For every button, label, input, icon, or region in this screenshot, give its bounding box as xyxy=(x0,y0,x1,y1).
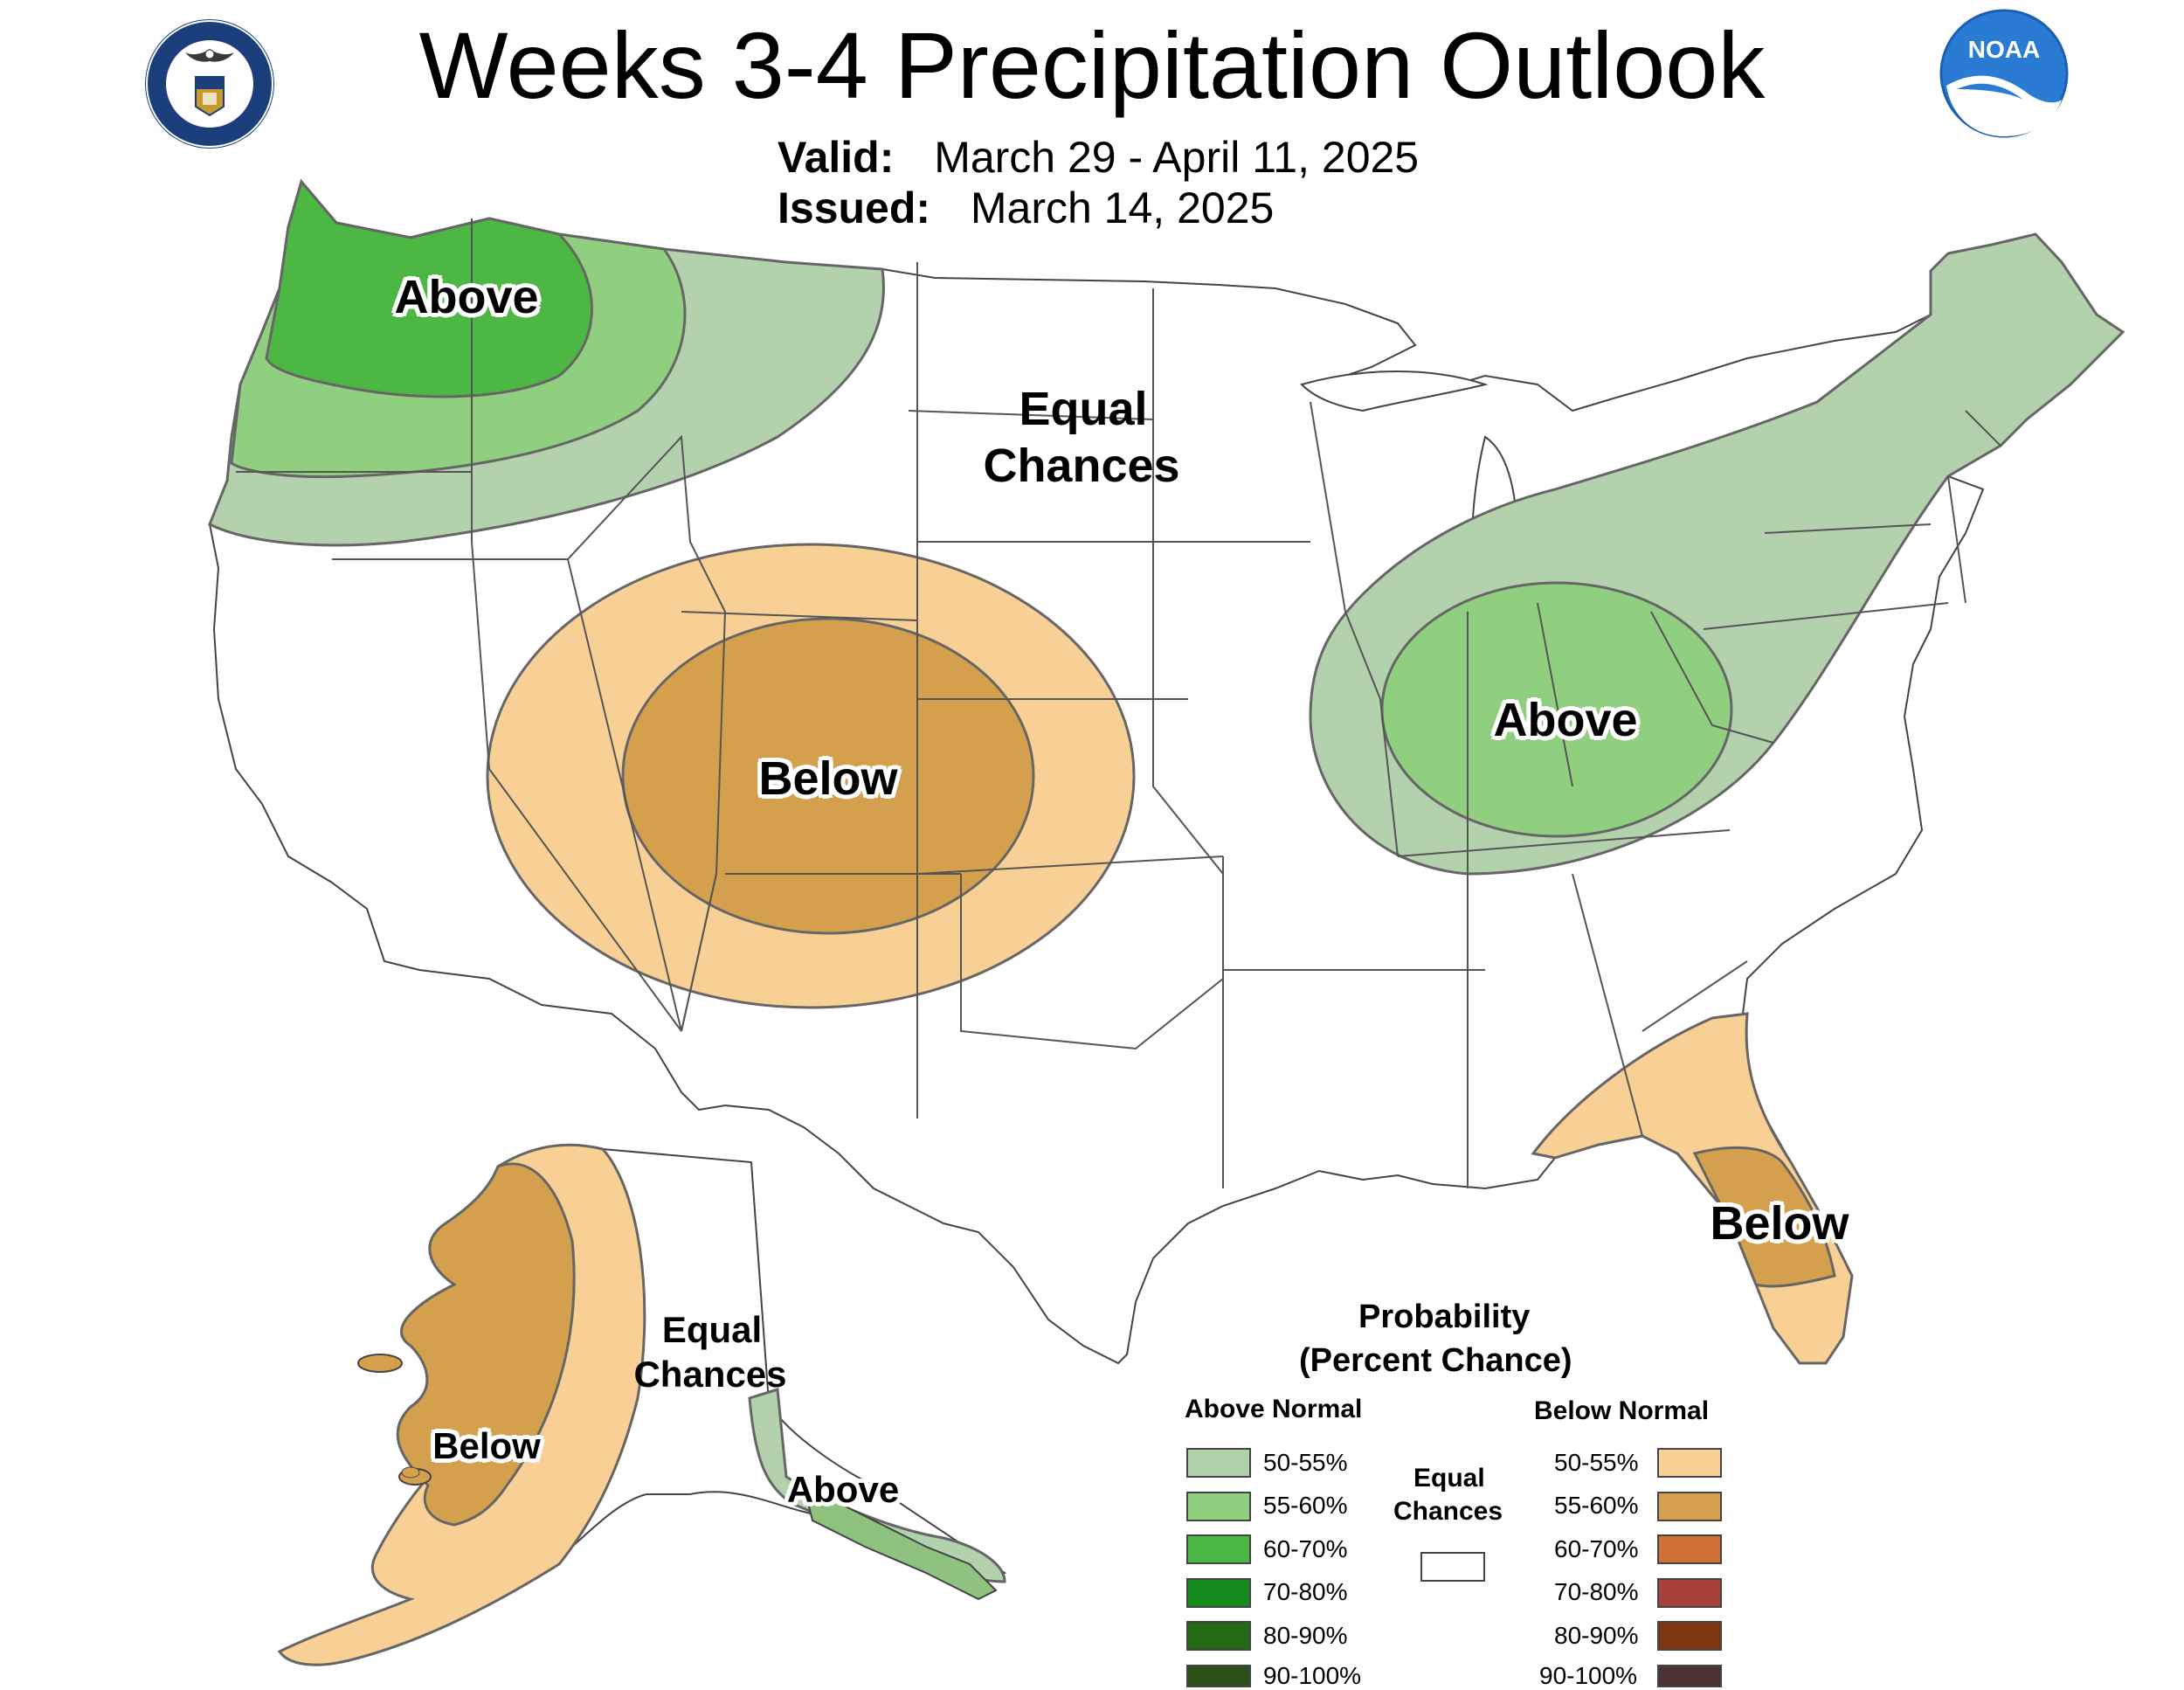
legend-above-label-2: 55-60% xyxy=(1263,1492,1348,1519)
valid-dates: March 29 - April 11, 2025 xyxy=(934,133,1420,182)
legend-title-line2: (Percent Chance) xyxy=(1299,1342,1572,1379)
legend-above-label-5: 80-90% xyxy=(1263,1622,1348,1649)
noaa-logo-icon: NOAA xyxy=(1939,9,2069,138)
issued-date: March 14, 2025 xyxy=(970,184,1275,232)
legend-above-header: Above Normal xyxy=(1185,1395,1363,1423)
valid-label: Valid: xyxy=(778,133,895,182)
legend-above-swatch-6 xyxy=(1186,1665,1251,1687)
legend-below-swatch-5 xyxy=(1657,1621,1722,1651)
label-ak-ec-line2: Chances xyxy=(633,1354,787,1395)
legend-below-swatch-3 xyxy=(1657,1534,1722,1564)
label-sw-below: Below xyxy=(758,752,898,805)
label-ak-above: Above xyxy=(786,1469,900,1510)
legend-below-label-6: 90-100% xyxy=(1539,1662,1638,1689)
ak-island-3 xyxy=(401,1466,420,1479)
label-ec-line1: Equal xyxy=(1019,383,1148,435)
legend-below-swatch-6 xyxy=(1657,1665,1722,1687)
legend-above-swatch-1 xyxy=(1186,1448,1251,1478)
state-boundaries xyxy=(236,218,2001,1188)
legend-below-label-1: 50-55% xyxy=(1554,1449,1639,1476)
label-ec-line2: Chances xyxy=(983,440,1180,492)
noaa-logo-text: NOAA xyxy=(1968,36,2040,63)
legend-below-header: Below Normal xyxy=(1534,1396,1710,1425)
issued-label: Issued: xyxy=(778,184,931,232)
legend-above-label-1: 50-55% xyxy=(1263,1449,1348,1476)
nw-above-60-70 xyxy=(265,178,593,398)
sw-below-55-60 xyxy=(621,617,1035,935)
fl-below-55-60 xyxy=(1692,1146,1836,1288)
label-nw-above: Above xyxy=(394,271,539,323)
legend-above-swatch-5 xyxy=(1186,1621,1251,1651)
legend-title-line1: Probability xyxy=(1358,1299,1531,1335)
ak-panhandle-islands xyxy=(802,1484,998,1601)
ak-island-1 xyxy=(357,1354,403,1373)
legend-below-swatch-1 xyxy=(1657,1448,1722,1478)
legend-above-label-4: 70-80% xyxy=(1263,1578,1348,1605)
legend-equal-line2: Chances xyxy=(1393,1497,1503,1526)
legend-above-swatch-3 xyxy=(1186,1534,1251,1564)
legend-below-swatch-4 xyxy=(1657,1578,1722,1608)
label-east-above: Above xyxy=(1493,694,1638,746)
legend-above-swatch-4 xyxy=(1186,1578,1251,1608)
legend-below-swatch-2 xyxy=(1657,1492,1722,1521)
legend-below-label-4: 70-80% xyxy=(1554,1578,1639,1605)
legend-above-swatch-2 xyxy=(1186,1492,1251,1521)
legend-below-label-3: 60-70% xyxy=(1554,1535,1639,1562)
department-of-commerce-seal-icon xyxy=(145,19,274,149)
label-ak-ec-line1: Equal xyxy=(661,1309,763,1350)
lake-superior xyxy=(1300,371,1489,412)
label-ak-below: Below xyxy=(432,1425,541,1466)
issued-date-row: Issued: March 14, 2025 xyxy=(778,182,1274,234)
legend-equal-line1: Equal xyxy=(1413,1464,1485,1493)
legend-equal-swatch xyxy=(1420,1552,1485,1582)
valid-dates-row: Valid: March 29 - April 11, 2025 xyxy=(778,131,1419,184)
label-fl-below: Below xyxy=(1710,1197,1849,1250)
legend-below-label-5: 80-90% xyxy=(1554,1622,1639,1649)
legend-below-label-2: 55-60% xyxy=(1554,1492,1639,1519)
page-title: Weeks 3-4 Precipitation Outlook xyxy=(418,12,1766,118)
legend-above-label-3: 60-70% xyxy=(1263,1535,1348,1562)
legend-above-label-6: 90-100% xyxy=(1263,1662,1362,1689)
